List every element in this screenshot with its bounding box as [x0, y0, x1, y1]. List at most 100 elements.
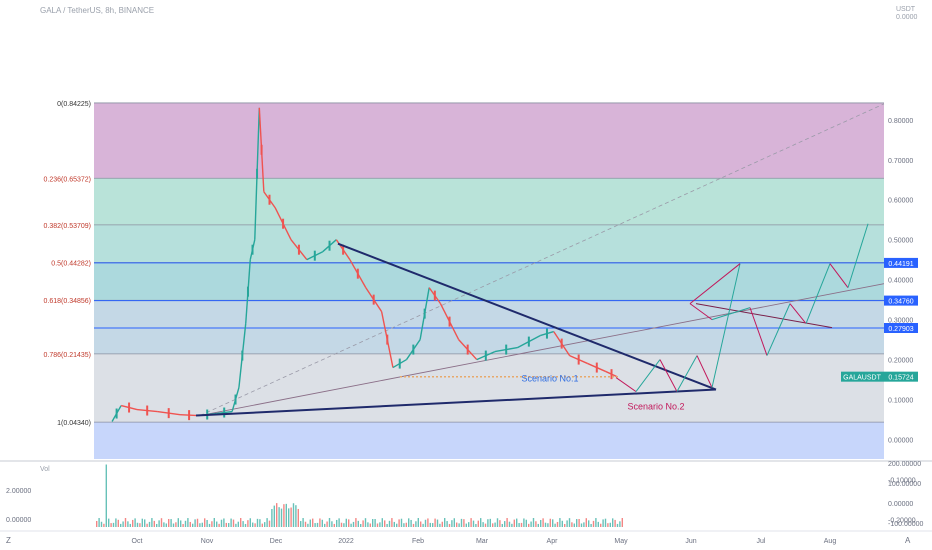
volume-bar: [290, 507, 292, 527]
volume-bar: [175, 522, 177, 527]
volume-bar: [182, 523, 184, 527]
auto-scale-toggle[interactable]: A: [905, 536, 911, 545]
volume-bar: [266, 518, 268, 527]
volume-bar: [232, 519, 235, 527]
fib-level-label: 0.786(0.21435): [44, 352, 91, 359]
volume-bar: [372, 519, 374, 527]
volume-bar: [424, 519, 427, 527]
volume-bar: [100, 521, 103, 527]
y-tick-label: 0.60000: [888, 198, 913, 205]
candle: [342, 244, 345, 255]
zoom-toggle[interactable]: Z: [6, 536, 11, 545]
volume-bar: [213, 518, 215, 527]
fib-band-0786-1: [94, 353, 884, 423]
price-tag-bg: [884, 295, 918, 306]
volume-bar: [547, 523, 549, 527]
volume-bar: [336, 519, 338, 527]
volume-bar: [218, 523, 220, 527]
volume-bar: [487, 519, 489, 527]
volume-bar: [482, 522, 484, 527]
volume-bar: [614, 519, 616, 527]
volume-bar: [283, 504, 285, 527]
volume-bar: [345, 518, 347, 527]
volume-bar: [453, 518, 455, 527]
candle: [466, 344, 469, 355]
volume-bar: [331, 521, 333, 527]
volume-label: Vol: [40, 466, 50, 473]
volume-bar: [477, 520, 479, 527]
y-tick-label: 0.00000: [888, 438, 913, 445]
x-tick-label: Nov: [201, 538, 214, 545]
volume-bar: [240, 518, 242, 527]
candle: [610, 369, 613, 380]
volume-bar: [307, 523, 309, 527]
volume-bar: [168, 518, 170, 527]
volume-bar: [388, 520, 391, 527]
volume-bar: [259, 519, 261, 527]
volume-bar: [504, 521, 506, 527]
volume-bar: [256, 518, 259, 527]
volume-bar: [583, 522, 585, 527]
volume-bar: [132, 519, 134, 527]
volume-bar: [468, 522, 470, 527]
volume-bar: [544, 522, 547, 527]
volume-bar: [187, 518, 189, 527]
volume-bar: [417, 518, 419, 527]
volume-bar: [554, 523, 556, 527]
volume-bar: [532, 518, 535, 527]
volume-bar: [420, 521, 422, 527]
x-tick-label: Jun: [685, 538, 696, 545]
volume-bar: [153, 520, 155, 527]
volume-bar: [189, 521, 191, 527]
vol-tick-left: 0.00000: [6, 517, 31, 524]
volume-bar: [427, 518, 429, 527]
volume-bar: [472, 520, 475, 527]
volume-bar: [602, 519, 604, 527]
volume-bar: [192, 523, 194, 527]
volume-bar: [405, 522, 407, 527]
volume-bar: [520, 522, 523, 527]
volume-bar: [604, 518, 607, 527]
triangle-upper-line: [337, 242, 717, 391]
volume-bar: [429, 522, 431, 527]
volume-bar: [501, 523, 503, 527]
candle: [223, 407, 226, 418]
y-tick-label: 0.50000: [888, 238, 913, 245]
volume-bar: [278, 507, 280, 527]
vol-tick-right: -100.00000: [888, 521, 924, 528]
fib-level-label: 0.236(0.65372): [44, 176, 91, 183]
pennant-line: [695, 303, 833, 329]
volume-bar: [261, 523, 263, 527]
volume-bar: [549, 518, 551, 527]
volume-bar: [230, 518, 232, 527]
volume-bar: [103, 523, 105, 527]
scenario-arrow: [615, 377, 637, 392]
volume-bar: [391, 518, 393, 527]
volume-bar: [432, 523, 434, 527]
volume-bar: [357, 520, 359, 527]
scenario-arrow: [789, 303, 807, 324]
vol-tick-right: 200.00000: [888, 461, 921, 468]
candle: [251, 244, 254, 255]
volume-bar: [276, 503, 278, 527]
vol-tick-left: 2.00000: [6, 488, 31, 495]
price-tag-label: 0.44191: [888, 261, 913, 268]
volume-bar: [590, 523, 592, 527]
volume-bar: [396, 523, 398, 527]
y-tick-label: -0.10000: [888, 477, 916, 484]
volume-bar: [612, 518, 614, 527]
x-tick-label: Mar: [476, 538, 489, 545]
volume-bar: [201, 522, 203, 527]
volume-bar: [621, 518, 623, 527]
volume-bar: [415, 521, 417, 527]
volume-bar: [564, 523, 566, 527]
volume-bar: [252, 522, 254, 527]
volume-bar: [220, 519, 223, 527]
candle: [577, 354, 580, 365]
volume-bar: [324, 523, 326, 527]
volume-bar: [105, 464, 107, 527]
volume-bar: [552, 519, 554, 527]
volume-bar: [384, 520, 386, 527]
volume-bar: [616, 523, 619, 527]
